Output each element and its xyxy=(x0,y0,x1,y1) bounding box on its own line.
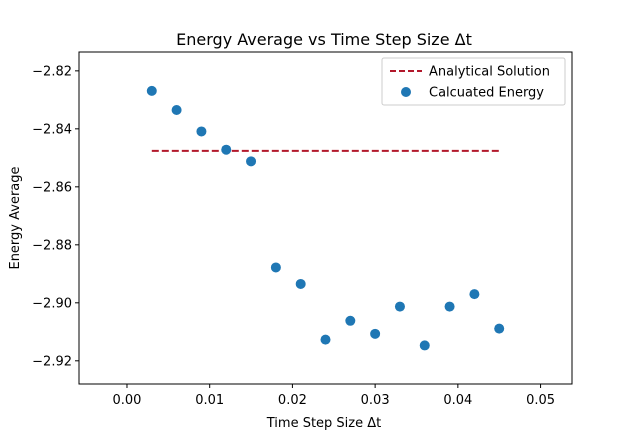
data-layer xyxy=(146,85,505,351)
y-tick-label: −2.88 xyxy=(32,238,72,253)
legend: Analytical Solution Calcuated Energy xyxy=(381,57,566,106)
data-point xyxy=(494,323,505,334)
data-point xyxy=(171,104,182,115)
y-tick-label: −2.84 xyxy=(32,122,72,137)
x-tick-label: 0.02 xyxy=(278,393,307,408)
data-point xyxy=(345,315,356,326)
x-tick-label: 0.03 xyxy=(361,393,390,408)
y-axis-label: Energy Average xyxy=(8,166,23,269)
axes-layer: 0.00 0.01 0.02 0.03 0.04 0.05 −2.82 −2.84 −2.86 −… xyxy=(32,51,573,408)
data-point xyxy=(246,156,257,167)
data-point xyxy=(196,126,207,137)
plot-area xyxy=(79,52,572,384)
data-point xyxy=(444,301,455,312)
axes-frame xyxy=(78,51,573,385)
x-tick-label: 0.00 xyxy=(112,393,141,408)
x-tick-label: 0.05 xyxy=(526,393,555,408)
x-tick-label: 0.01 xyxy=(195,393,224,408)
data-point xyxy=(295,278,306,289)
data-point xyxy=(320,334,331,345)
legend-swatch-calculated xyxy=(401,87,411,97)
chart-title: Energy Average vs Time Step Size Δt xyxy=(176,30,472,49)
data-point xyxy=(370,328,381,339)
data-point xyxy=(469,289,480,300)
legend-label-analytical: Analytical Solution xyxy=(429,65,550,80)
x-axis-label: Time Step Size Δt xyxy=(266,416,382,431)
data-point xyxy=(270,262,281,273)
legend-frame xyxy=(381,57,566,106)
y-tick-label: −2.82 xyxy=(32,64,72,79)
data-point xyxy=(221,144,232,155)
data-point xyxy=(146,85,157,96)
plot-background xyxy=(79,52,572,384)
y-tick-label: −2.90 xyxy=(32,296,72,311)
data-point xyxy=(419,340,430,351)
y-tick-label: −2.92 xyxy=(32,354,72,369)
y-tick-label: −2.86 xyxy=(32,180,72,195)
data-point xyxy=(394,301,405,312)
x-tick-label: 0.04 xyxy=(443,393,472,408)
legend-label-calculated: Calcuated Energy xyxy=(429,86,544,101)
